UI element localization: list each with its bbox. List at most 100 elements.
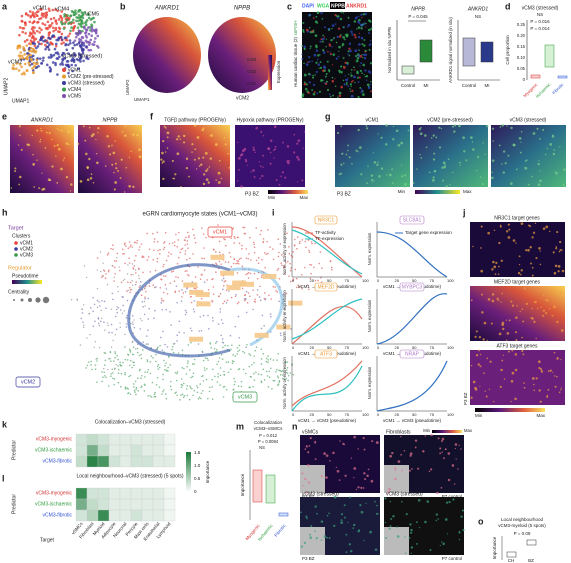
speck bbox=[501, 163, 503, 165]
speck bbox=[97, 131, 99, 134]
speck bbox=[454, 443, 458, 446]
dot bbox=[11, 66, 15, 70]
dot bbox=[88, 41, 92, 44]
regulator bbox=[189, 336, 204, 342]
speck bbox=[515, 168, 518, 171]
dot bbox=[295, 277, 298, 280]
dot bbox=[67, 34, 70, 38]
speck bbox=[395, 129, 399, 133]
dot bbox=[131, 315, 134, 317]
speck bbox=[301, 57, 304, 60]
dot bbox=[260, 380, 262, 382]
speck bbox=[319, 66, 323, 69]
label: Importance bbox=[240, 473, 245, 496]
speck bbox=[472, 245, 474, 248]
speck bbox=[328, 537, 331, 539]
speck bbox=[200, 163, 203, 166]
speck bbox=[312, 29, 315, 31]
colorbar bbox=[268, 190, 308, 194]
dot bbox=[107, 385, 110, 387]
dot bbox=[113, 368, 116, 370]
speck bbox=[18, 125, 21, 128]
label: 25 bbox=[310, 278, 315, 283]
box bbox=[557, 75, 568, 79]
dot bbox=[165, 308, 167, 311]
speck bbox=[340, 85, 344, 89]
speck bbox=[409, 454, 412, 457]
speck bbox=[476, 169, 478, 172]
dot bbox=[77, 22, 81, 26]
speck bbox=[490, 176, 494, 180]
dot bbox=[314, 242, 316, 245]
dot bbox=[299, 240, 301, 243]
dot bbox=[222, 288, 224, 291]
speck bbox=[525, 302, 528, 306]
image-panel bbox=[491, 125, 566, 187]
speck bbox=[132, 185, 135, 188]
dot bbox=[183, 239, 186, 241]
dot bbox=[124, 358, 127, 361]
speck bbox=[394, 477, 397, 481]
speck bbox=[365, 502, 367, 505]
label: Importance bbox=[492, 536, 497, 559]
dot bbox=[117, 358, 119, 361]
dot bbox=[51, 8, 55, 12]
speck bbox=[329, 44, 331, 47]
dot bbox=[60, 42, 63, 46]
dot bbox=[220, 353, 223, 356]
speck bbox=[89, 177, 93, 180]
speck bbox=[335, 466, 338, 469]
dot bbox=[253, 246, 256, 249]
speck bbox=[520, 269, 523, 272]
speck bbox=[350, 68, 353, 71]
speck bbox=[396, 535, 400, 538]
speck bbox=[237, 141, 239, 144]
dot bbox=[113, 280, 115, 282]
dot bbox=[318, 262, 321, 265]
speck bbox=[357, 36, 361, 39]
speck bbox=[229, 136, 231, 139]
speck bbox=[202, 127, 205, 130]
speck bbox=[480, 225, 483, 228]
speck bbox=[267, 147, 271, 151]
speck bbox=[465, 159, 468, 162]
dot bbox=[203, 257, 205, 260]
speck bbox=[334, 23, 337, 25]
dot bbox=[253, 272, 256, 275]
speck bbox=[348, 54, 351, 57]
speck bbox=[119, 177, 122, 179]
dot bbox=[47, 56, 51, 59]
speck bbox=[171, 159, 174, 163]
speck bbox=[319, 40, 322, 43]
dot bbox=[263, 325, 265, 327]
dot bbox=[80, 317, 83, 320]
speck bbox=[371, 178, 374, 182]
speck bbox=[303, 45, 306, 49]
dot bbox=[127, 388, 129, 390]
dot bbox=[40, 28, 43, 32]
speck bbox=[531, 236, 534, 239]
speck bbox=[440, 127, 443, 130]
speck bbox=[560, 329, 564, 332]
dot bbox=[73, 11, 76, 15]
speck bbox=[359, 86, 362, 89]
dot bbox=[161, 308, 164, 311]
speck bbox=[322, 69, 325, 72]
dot bbox=[154, 391, 156, 394]
dot bbox=[253, 379, 256, 381]
dot bbox=[173, 280, 176, 282]
dot bbox=[72, 41, 75, 45]
dot bbox=[59, 63, 62, 66]
dot bbox=[133, 386, 135, 388]
dot bbox=[211, 316, 214, 319]
speck bbox=[460, 448, 462, 450]
dot bbox=[265, 370, 268, 373]
dot bbox=[157, 249, 159, 252]
dot bbox=[262, 238, 265, 240]
dot bbox=[51, 35, 54, 39]
speck bbox=[347, 50, 350, 53]
dot bbox=[186, 243, 189, 245]
speck bbox=[358, 529, 361, 532]
dot bbox=[82, 326, 85, 329]
